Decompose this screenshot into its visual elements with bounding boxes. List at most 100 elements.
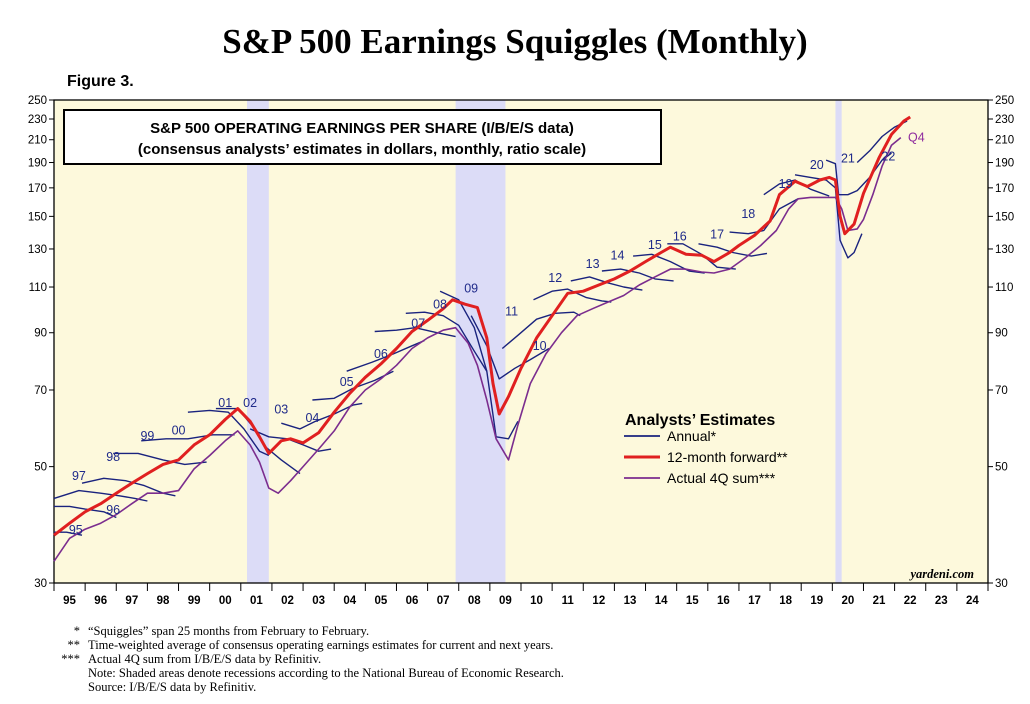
squiggle-label-14: 14 xyxy=(611,249,625,263)
y-tick-label-left: 130 xyxy=(28,244,47,256)
squiggle-label-98: 98 xyxy=(106,450,120,464)
squiggle-label-18: 18 xyxy=(741,207,755,221)
y-tick-label-left: 150 xyxy=(28,211,47,223)
x-tick-label: 22 xyxy=(904,595,917,607)
squiggle-label-95: 95 xyxy=(69,523,83,537)
x-tick-label: 10 xyxy=(530,595,543,607)
squiggle-label-17: 17 xyxy=(710,228,724,242)
annual-squiggle-11 xyxy=(501,311,581,350)
annual-squiggle-14 xyxy=(601,268,674,282)
x-tick-label: 09 xyxy=(499,595,512,607)
squiggle-label-13: 13 xyxy=(586,257,600,271)
squiggle-label-00: 00 xyxy=(172,423,186,437)
y-tick-label-right: 230 xyxy=(995,114,1014,126)
x-tick-label: 16 xyxy=(717,595,730,607)
x-tick-label: 20 xyxy=(842,595,855,607)
annual-squiggle-04 xyxy=(281,402,363,430)
x-tick-label: 01 xyxy=(250,595,263,607)
squiggle-label-11: 11 xyxy=(505,305,518,319)
annual-squiggle-17 xyxy=(698,243,768,257)
legend-label-3: Actual 4Q sum*** xyxy=(667,470,776,486)
y-tick-label-right: 210 xyxy=(995,135,1014,147)
annotation-q4: Q4 xyxy=(908,130,925,144)
x-tick-label: 06 xyxy=(406,595,419,607)
footnotes: * “Squiggles” span 25 months from Februar… xyxy=(18,624,564,694)
footnote-note: Note: Shaded areas denote recessions acc… xyxy=(88,666,564,680)
x-tick-label: 96 xyxy=(94,595,107,607)
x-tick-label: 04 xyxy=(343,595,356,607)
series-actual-4q-sum xyxy=(53,136,902,562)
x-tick-label: 23 xyxy=(935,595,948,607)
x-tick-label: 18 xyxy=(779,595,792,607)
annual-squiggle-09 xyxy=(439,290,519,440)
annual-squiggle-96 xyxy=(54,505,117,519)
legend-label-1: Annual* xyxy=(667,428,717,444)
annual-squiggle-21 xyxy=(825,152,892,196)
squiggle-label-07: 07 xyxy=(411,317,425,331)
x-tick-label: 02 xyxy=(281,595,294,607)
squiggle-label-19: 19 xyxy=(779,177,793,191)
y-tick-label-left: 110 xyxy=(29,282,47,294)
recession-band-3 xyxy=(835,100,842,583)
squiggle-label-02: 02 xyxy=(243,396,257,410)
x-tick-label: 03 xyxy=(312,595,325,607)
squiggle-label-05: 05 xyxy=(340,375,354,389)
annual-squiggle-10 xyxy=(470,315,550,380)
squiggle-label-20: 20 xyxy=(810,158,824,172)
x-tick-label: 11 xyxy=(562,595,575,607)
annual-squiggle-18 xyxy=(729,198,799,235)
series-12-month-forward xyxy=(53,115,912,537)
x-tick-label: 08 xyxy=(468,595,481,607)
x-tick-label: 13 xyxy=(624,595,637,607)
figure-label: Figure 3. xyxy=(67,73,134,90)
y-tick-label-right: 190 xyxy=(995,158,1014,170)
footnote-2: ** Time-weighted average of consensus ope… xyxy=(67,638,554,652)
x-tick-label: 00 xyxy=(219,595,232,607)
y-tick-label-right: 90 xyxy=(995,328,1008,340)
squiggle-label-09: 09 xyxy=(464,281,478,295)
squiggle-label-15: 15 xyxy=(648,238,662,252)
x-tick-label: 95 xyxy=(63,595,76,607)
x-tick-label: 19 xyxy=(810,595,823,607)
x-tick-label: 14 xyxy=(655,595,668,607)
x-tick-label: 98 xyxy=(157,595,170,607)
y-tick-label-right: 250 xyxy=(995,95,1014,107)
y-tick-label-left: 230 xyxy=(28,114,47,126)
legend-title: Analysts’ Estimates xyxy=(625,412,775,429)
annual-squiggle-06 xyxy=(346,339,425,372)
annual-squiggle-99 xyxy=(113,452,207,466)
footnote-3: *** Actual 4Q sum from I/B/E/S data by Re… xyxy=(61,652,322,666)
squiggle-label-08: 08 xyxy=(433,297,447,311)
x-tick-label: 05 xyxy=(375,595,388,607)
squiggle-label-22: 22 xyxy=(881,150,895,164)
chart-title: S&P 500 OPERATING EARNINGS PER SHARE (I/… xyxy=(150,120,574,137)
x-tick-label: 21 xyxy=(873,595,886,607)
x-tick-label: 97 xyxy=(125,595,138,607)
y-tick-label-left: 190 xyxy=(28,158,47,170)
x-tick-label: 17 xyxy=(748,595,761,607)
squiggle-label-04: 04 xyxy=(305,411,319,425)
y-tick-label-left: 210 xyxy=(28,135,47,147)
squiggle-label-06: 06 xyxy=(374,347,388,361)
x-tick-label: 07 xyxy=(437,595,450,607)
y-tick-label-right: 110 xyxy=(995,282,1013,294)
y-tick-label-left: 250 xyxy=(28,95,47,107)
annual-squiggle-00 xyxy=(141,434,235,442)
squiggle-label-10: 10 xyxy=(533,339,547,353)
squiggle-label-16: 16 xyxy=(673,230,687,244)
annual-squiggle-97 xyxy=(53,489,148,502)
squiggle-label-96: 96 xyxy=(106,503,120,517)
squiggle-label-12: 12 xyxy=(548,271,562,285)
annual-squiggle-20 xyxy=(794,174,863,259)
recession-band-1 xyxy=(247,100,269,583)
y-tick-label-right: 70 xyxy=(995,385,1008,397)
squiggle-label-99: 99 xyxy=(140,429,154,443)
legend-label-2: 12-month forward** xyxy=(667,449,788,465)
footnote-source: Source: I/B/E/S data by Refinitiv. xyxy=(88,680,257,694)
chart-subtitle: (consensus analysts’ estimates in dollar… xyxy=(138,141,586,158)
squiggle-label-01: 01 xyxy=(218,396,232,410)
x-tick-label: 12 xyxy=(592,595,605,607)
y-tick-label-left: 30 xyxy=(34,578,47,590)
x-tick-label: 15 xyxy=(686,595,699,607)
